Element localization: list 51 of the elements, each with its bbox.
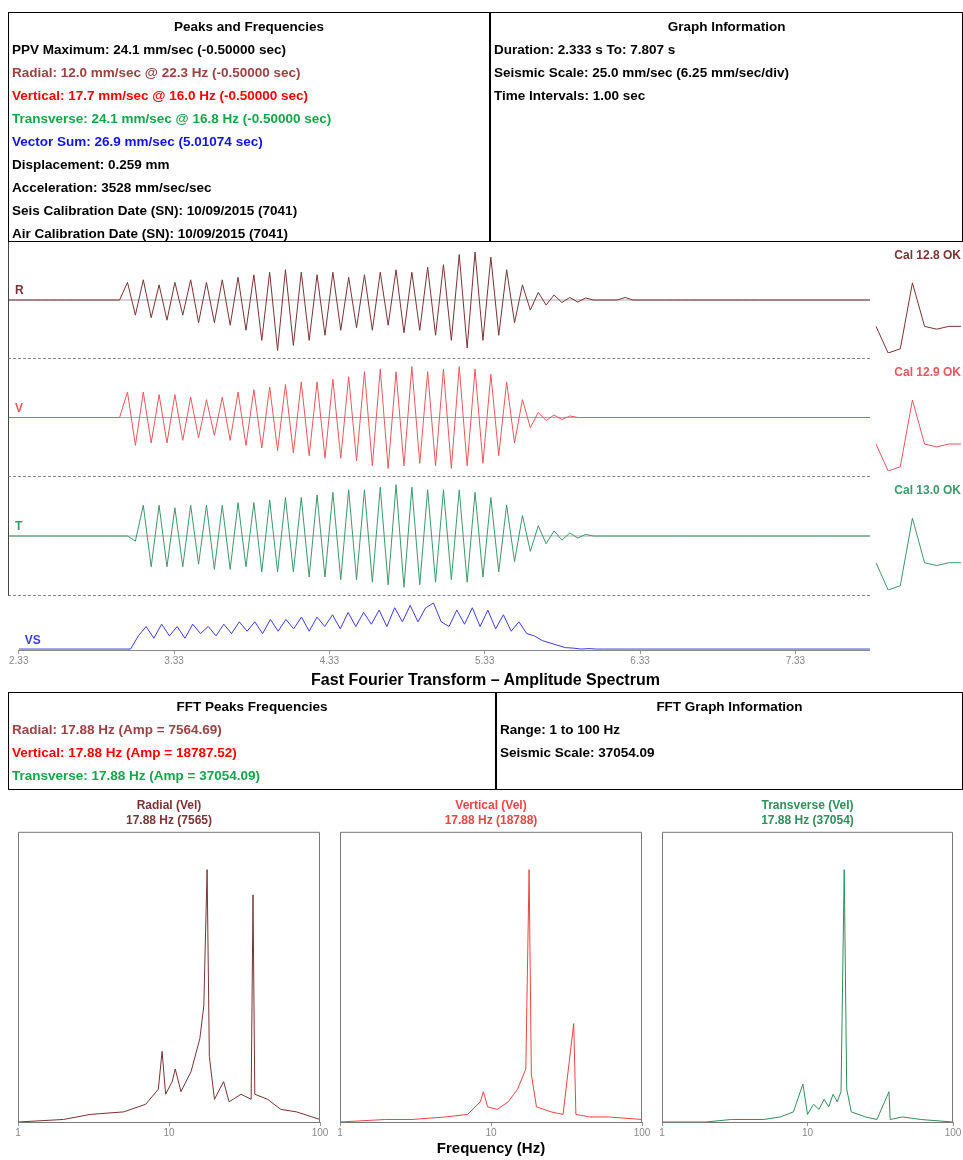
x-axis-title: Frequency (Hz) bbox=[436, 1139, 546, 1157]
chart-title: Vertical (Vel) bbox=[455, 797, 527, 812]
chart-title: Transverse (Vel) bbox=[761, 797, 854, 812]
chart-subtitle: 17.88 Hz (7565) bbox=[125, 812, 213, 827]
text: Acceleration: 3528 mm/sec/sec bbox=[12, 179, 213, 197]
x-tick-label: 10 bbox=[485, 1126, 497, 1138]
x-tick-label: 6.33 bbox=[630, 654, 651, 666]
x-tick-label: 2.33 bbox=[9, 654, 29, 666]
text: Peaks and Frequencies bbox=[172, 18, 326, 36]
x-tick-label: 7.33 bbox=[785, 654, 806, 666]
x-tick-label: 1 bbox=[659, 1126, 666, 1138]
text: Radial: 17.88 Hz (Amp = 7564.69) bbox=[12, 721, 223, 739]
chart-subtitle: 17.88 Hz (37054) bbox=[761, 812, 854, 827]
x-tick-label: 100 bbox=[311, 1126, 329, 1138]
chart-title: Cal 12.8 OK bbox=[894, 247, 962, 262]
x-tick-label: 10 bbox=[801, 1126, 814, 1138]
text: Vertical: 17.88 Hz (Amp = 18787.52) bbox=[12, 744, 238, 762]
x-tick-label: 4.33 bbox=[319, 654, 340, 666]
text: Graph Information bbox=[666, 18, 787, 36]
x-tick-label: 100 bbox=[633, 1126, 651, 1138]
text: Fast Fourier Transform – Amplitude Spectrum bbox=[310, 670, 661, 690]
x-tick-label: 5.33 bbox=[475, 654, 495, 666]
text: Seismic Scale: 37054.09 bbox=[500, 744, 656, 762]
text: Displacement: 0.259 mm bbox=[12, 156, 171, 174]
x-tick-label: 3.33 bbox=[164, 654, 185, 666]
text: Seis Calibration Date (SN): 10/09/2015 (7041) bbox=[12, 202, 299, 220]
y-axis-title: V bbox=[15, 400, 24, 415]
text: FFT Graph Information bbox=[655, 698, 804, 716]
text: Transverse: 24.1 mm/sec @ 16.8 Hz (-0.50000 sec) bbox=[12, 110, 333, 128]
text: FFT Peaks Frequencies bbox=[175, 698, 329, 716]
text: Seismic Scale: 25.0 mm/sec (6.25 mm/sec/div) bbox=[494, 64, 790, 82]
text: Transverse: 17.88 Hz (Amp = 37054.09) bbox=[12, 767, 262, 785]
y-axis-title: VS bbox=[24, 633, 41, 648]
chart-title: Cal 13.0 OK bbox=[894, 482, 962, 497]
chart-subtitle: 17.88 Hz (18788) bbox=[444, 812, 538, 827]
text: Duration: 2.333 s To: 7.807 s bbox=[494, 41, 677, 59]
x-tick-label: 100 bbox=[944, 1126, 962, 1138]
x-tick-label: 1 bbox=[15, 1126, 22, 1138]
chart-title: Radial (Vel) bbox=[136, 797, 202, 812]
text: Time Intervals: 1.00 sec bbox=[494, 87, 647, 105]
y-axis-title: T bbox=[15, 519, 23, 534]
text: Radial: 12.0 mm/sec @ 22.3 Hz (-0.50000 sec) bbox=[12, 64, 302, 82]
text: Vector Sum: 26.9 mm/sec (5.01074 sec) bbox=[12, 133, 264, 151]
x-tick-label: 1 bbox=[337, 1126, 344, 1138]
text: Air Calibration Date (SN): 10/09/2015 (7041) bbox=[12, 225, 290, 243]
text: PPV Maximum: 24.1 mm/sec (-0.50000 sec) bbox=[12, 41, 287, 59]
x-tick-label: 10 bbox=[163, 1126, 175, 1138]
text: Range: 1 to 100 Hz bbox=[500, 721, 622, 739]
text: Vertical: 17.7 mm/sec @ 16.0 Hz (-0.50000 sec) bbox=[12, 87, 310, 105]
chart-title: Cal 12.9 OK bbox=[894, 364, 962, 379]
y-axis-title: R bbox=[15, 283, 24, 298]
